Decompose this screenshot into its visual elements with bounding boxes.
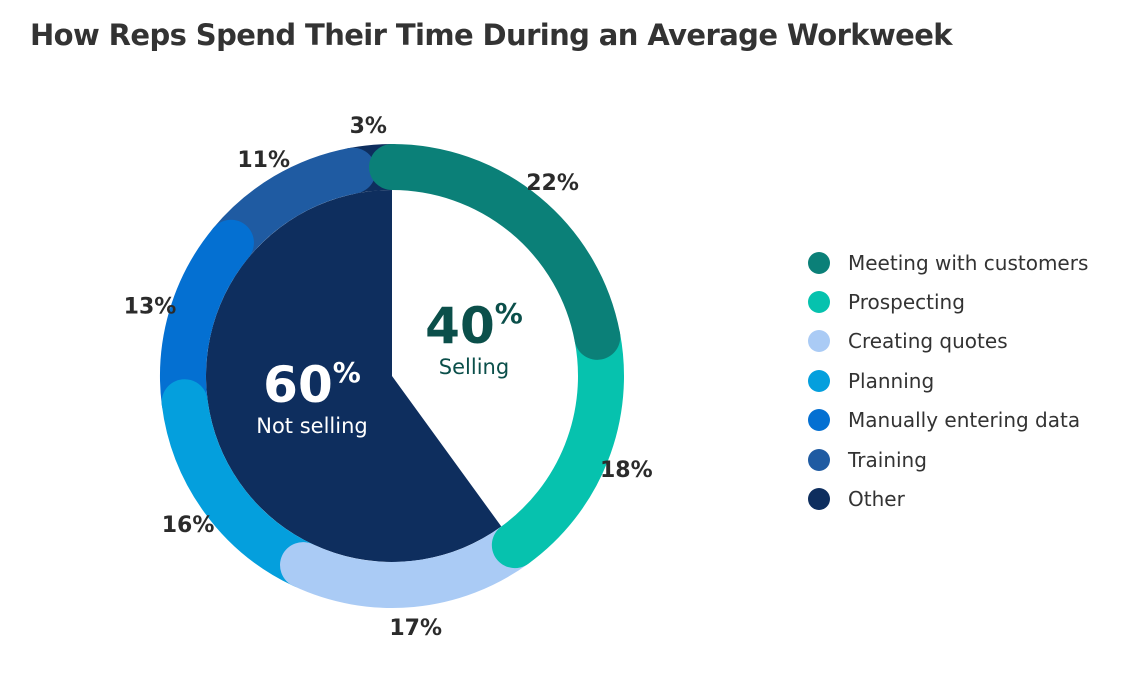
legend-label: Training <box>848 447 927 472</box>
slice-label-other: 3% <box>350 114 387 139</box>
slice-creating-quotes <box>280 522 538 608</box>
legend-swatch <box>808 291 830 314</box>
legend-label: Creating quotes <box>848 329 1008 354</box>
not-selling-unit: % <box>333 356 361 389</box>
legend-swatch <box>808 448 830 471</box>
selling-callout: 40% Selling <box>425 297 523 379</box>
legend-label: Meeting with customers <box>848 250 1089 275</box>
selling-unit: % <box>495 297 523 330</box>
legend-label: Planning <box>848 368 935 393</box>
slice-label-training: 11% <box>237 148 290 173</box>
ring-arcs <box>160 144 624 608</box>
slice-prospecting <box>491 313 624 569</box>
legend-item-manually-entering-data: Manually entering data <box>808 401 1088 440</box>
legend-label: Other <box>848 487 905 512</box>
selling-label: Selling <box>439 355 509 379</box>
slice-labels: 22% 18% 17% 16% 13% 11% 3% <box>124 114 653 641</box>
legend-item-meeting-with-customers: Meeting with customers <box>808 243 1088 282</box>
svg-text:60%: 60% <box>263 356 361 414</box>
legend-item-prospecting: Prospecting <box>808 282 1088 321</box>
slice-planning <box>161 379 327 589</box>
legend-swatch <box>808 251 830 274</box>
svg-text:40%: 40% <box>425 297 523 355</box>
selling-value: 40 <box>425 297 495 355</box>
legend-item-other: Other <box>808 479 1088 518</box>
legend-label: Manually entering data <box>848 408 1081 433</box>
legend-swatch <box>808 330 830 353</box>
not-selling-value: 60 <box>263 356 333 414</box>
slice-label-prospecting: 18% <box>600 458 653 483</box>
legend-label: Prospecting <box>848 290 965 315</box>
legend-swatch <box>808 488 830 511</box>
slice-label-planning: 16% <box>162 513 215 538</box>
legend-swatch <box>808 409 830 432</box>
legend-item-planning: Planning <box>808 361 1088 400</box>
legend-swatch <box>808 369 830 392</box>
not-selling-label: Not selling <box>256 414 367 438</box>
not-selling-callout: 60% Not selling <box>256 356 367 438</box>
chart-title: How Reps Spend Their Time During an Aver… <box>30 18 953 52</box>
slice-label-meeting-with-customers: 22% <box>526 171 579 196</box>
slice-meeting-with-customers <box>369 144 621 360</box>
legend: Meeting with customers Prospecting Creatin… <box>808 243 1088 519</box>
legend-item-creating-quotes: Creating quotes <box>808 322 1088 361</box>
legend-item-training: Training <box>808 440 1088 479</box>
slice-label-manually-entering-data: 13% <box>124 295 177 320</box>
not-selling-wedge <box>206 190 502 562</box>
slice-label-creating-quotes: 17% <box>389 616 442 641</box>
